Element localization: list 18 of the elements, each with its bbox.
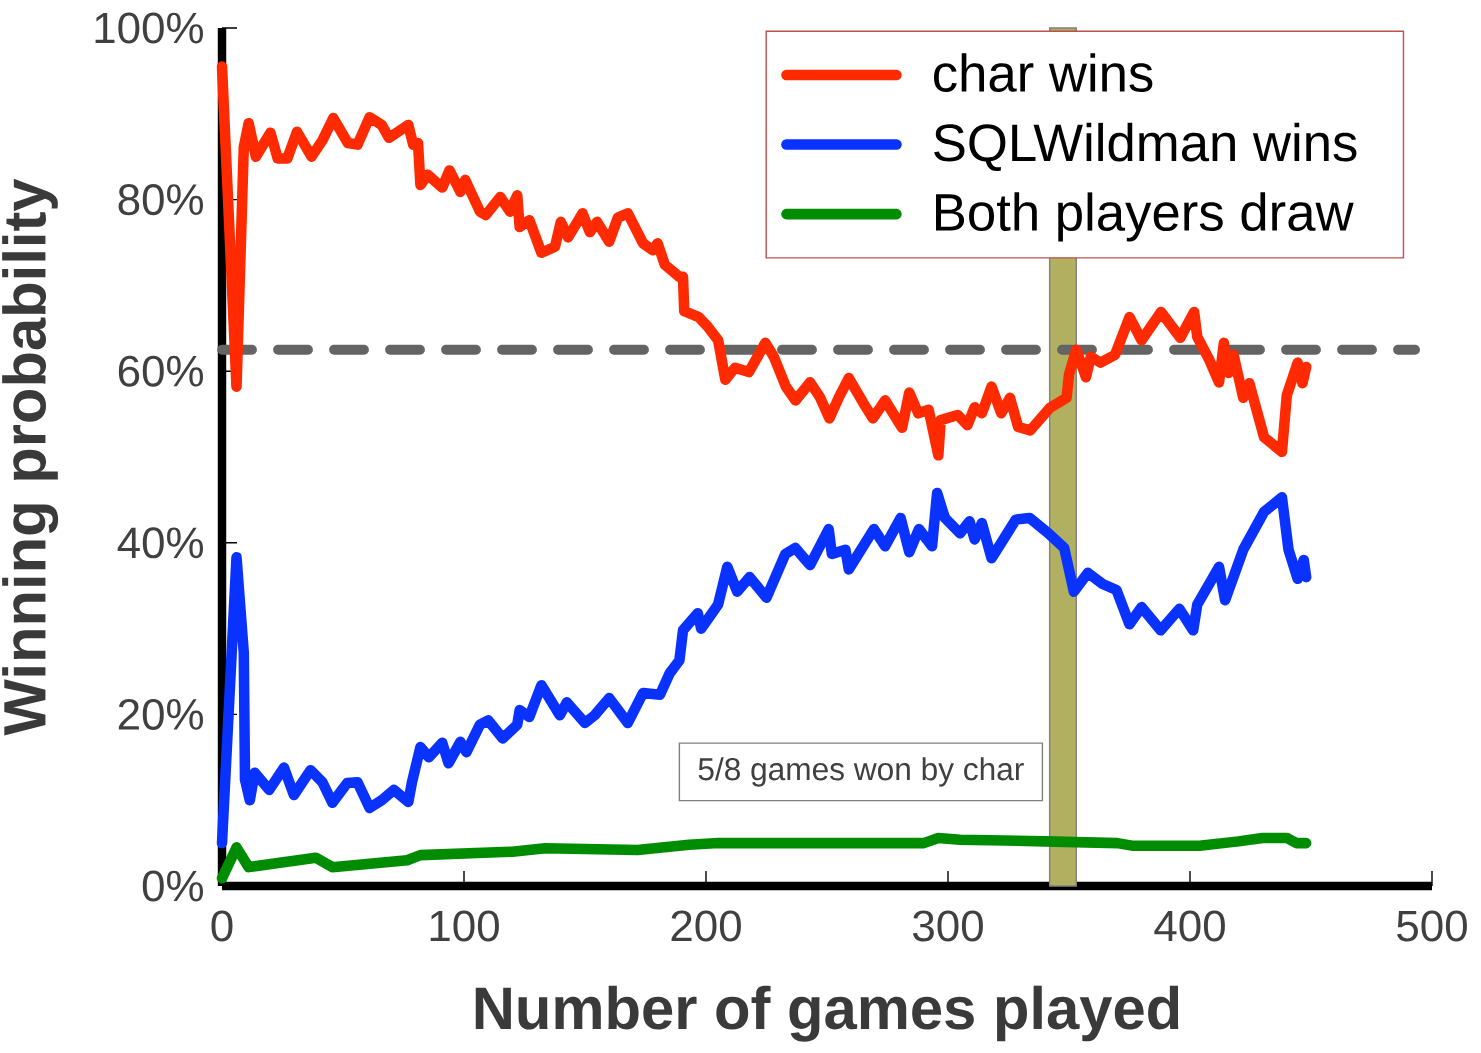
y-tick-label: 60% [118, 355, 203, 387]
y-tick-label: 40% [117, 527, 203, 559]
legend-label: Both players draw [936, 192, 1354, 242]
y-tick-label: 0% [142, 870, 203, 902]
legend-label: char wins [933, 53, 1153, 93]
y-tick-label: 80% [118, 184, 203, 216]
legend-label: SQLWildman wins [934, 122, 1357, 172]
y-tick-label: 100% [95, 12, 203, 44]
y-tick-label: 20% [118, 698, 203, 730]
x-tick-label: 300 [913, 910, 983, 942]
annotation: 5/8 games won by char [698, 757, 1024, 787]
x-axis-title: Number of games played [475, 985, 1179, 1042]
x-tick-label: 500 [1397, 910, 1467, 942]
x-tick-label: 200 [671, 910, 741, 942]
y-axis-title: Winning probability [2, 178, 59, 736]
x-tick-label: 100 [430, 910, 499, 942]
x-tick-label: 0 [211, 910, 233, 942]
x-tick-label: 400 [1154, 910, 1225, 942]
